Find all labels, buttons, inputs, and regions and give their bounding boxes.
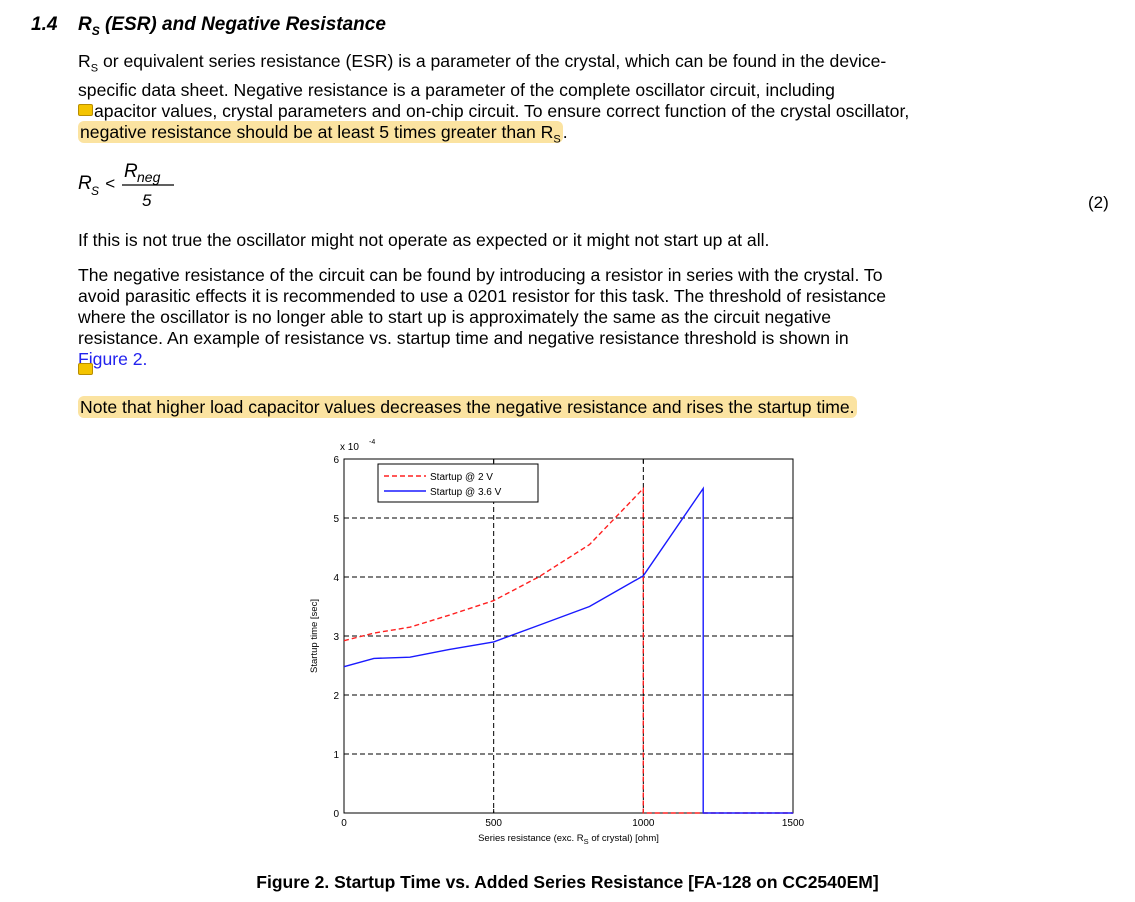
- y-exponent-power: -4: [369, 439, 375, 446]
- figure-caption: Figure 2. Startup Time vs. Added Series …: [256, 872, 879, 892]
- x-tick-label: 1500: [782, 818, 805, 829]
- section-title-rest: (ESR) and Negative Resistance: [99, 14, 386, 35]
- rs-symbol: R: [78, 51, 91, 71]
- formula-svg: R S < R neg 5: [78, 161, 174, 210]
- x-axis-label: Series resistance (exc. RS of crystal) […: [478, 833, 659, 846]
- series-line-2: [343, 486, 793, 814]
- para3-line2: avoid parasitic effects it is recommende…: [78, 286, 887, 306]
- para1-line1-text: or equivalent series resistance (ESR) is…: [98, 51, 887, 71]
- formula-numerator: R: [124, 161, 138, 182]
- y-tick-label: 6: [333, 455, 339, 466]
- formula-lhs-sub: S: [91, 184, 99, 198]
- y-tick-label: 2: [333, 691, 339, 702]
- section-title: RS (ESR) and Negative Resistance: [78, 14, 386, 38]
- paragraph-esr: RS or equivalent series resistance (ESR)…: [78, 51, 1118, 150]
- equation-number: (2): [1088, 193, 1109, 212]
- x-axis-label-sub: S: [584, 837, 589, 846]
- para3-line3: where the oscillator is no longer able t…: [78, 307, 832, 327]
- para1-line3-text: apacitor values, crystal parameters and …: [94, 100, 910, 121]
- para1-line2: specific data sheet. Negative resistance…: [78, 79, 835, 100]
- y-axis-label: Startup time [sec]: [309, 599, 320, 673]
- legend-box: [377, 463, 539, 503]
- y-tick-label: 1: [333, 750, 339, 761]
- rs-subscript: S: [90, 62, 99, 75]
- figure-link[interactable]: Figure 2.: [78, 349, 148, 369]
- para3-line5: Figure 2.: [78, 349, 1118, 375]
- highlighted-text: negative resistance should be at least 5…: [78, 120, 563, 146]
- formula-denominator: 5: [142, 191, 152, 210]
- x-tick-label: 1000: [632, 818, 655, 829]
- formula-numerator-sub: neg: [137, 169, 161, 185]
- para1-line4-text: negative resistance should be at least 5…: [80, 121, 554, 142]
- x-axis-label-post: of crystal) [ohm]: [589, 833, 659, 844]
- legend-label-2: Startup @ 3.6 V: [430, 487, 502, 498]
- formula-lhs: R: [78, 173, 92, 194]
- comment-note-icon[interactable]: [78, 103, 93, 116]
- x-axis-label-pre: Series resistance (exc. R: [478, 833, 584, 844]
- y-exponent-label: x 10: [340, 442, 359, 453]
- section-title-rs-sub: S: [91, 23, 100, 38]
- paragraph-warning: If this is not true the oscillator might…: [78, 230, 770, 250]
- section-number: 1.4: [31, 14, 58, 35]
- para1-line4-end: .: [562, 121, 568, 142]
- formula: R S < R neg 5: [78, 158, 218, 220]
- formula-op: <: [105, 174, 115, 193]
- x-tick-label: 0: [341, 818, 347, 829]
- rs-subscript-2: S: [553, 133, 561, 146]
- para1-line3: apacitor values, crystal parameters and …: [78, 101, 1118, 122]
- series-line-1: [343, 486, 793, 814]
- section-title-rs: R: [78, 14, 92, 35]
- y-tick-label: 5: [333, 514, 339, 525]
- para1-line1: RS or equivalent series resistance (ESR)…: [78, 51, 1118, 80]
- highlighted-note: Note that higher load capacitor values d…: [78, 396, 857, 418]
- y-tick-label: 0: [333, 809, 339, 820]
- para1-line4: negative resistance should be at least 5…: [78, 120, 1118, 151]
- x-tick-label: 500: [485, 818, 502, 829]
- y-tick-label: 4: [333, 573, 339, 584]
- legend-label-1: Startup @ 2 V: [430, 472, 493, 483]
- y-tick-label: 3: [333, 632, 339, 643]
- comment-note-icon-2[interactable]: [78, 363, 93, 375]
- para3-line1: The negative resistance of the circuit c…: [78, 265, 883, 285]
- paragraph-note: Note that higher load capacitor values d…: [78, 396, 1118, 418]
- paragraph-negative-resistance: The negative resistance of the circuit c…: [78, 265, 1118, 375]
- para3-line4: resistance. An example of resistance vs.…: [78, 328, 849, 348]
- startup-time-chart: 0 1 2 3 4 5 6 0 500 1000 1500 x 10 -4 Series resistan…: [309, 439, 805, 846]
